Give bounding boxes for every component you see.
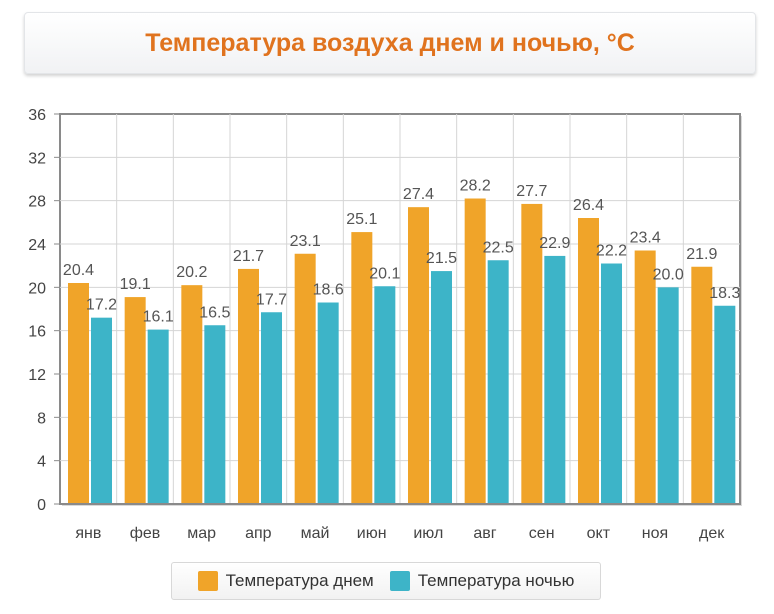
x-tick-label: авг [473, 525, 496, 542]
value-label-day: 25.1 [346, 211, 377, 228]
value-label-night: 20.1 [369, 265, 400, 282]
bar-day[interactable] [578, 218, 599, 504]
x-tick-label: июн [357, 525, 387, 542]
y-tick-label: 0 [37, 497, 46, 514]
value-label-day: 27.4 [403, 186, 434, 203]
value-label-night: 21.5 [426, 250, 457, 267]
chart-title: Температура воздуха днем и ночью, °C [145, 28, 635, 57]
value-label-night: 16.5 [199, 304, 230, 321]
bar-night[interactable] [657, 287, 679, 504]
y-tick-label: 12 [28, 367, 46, 384]
value-label-day: 27.7 [516, 183, 547, 200]
y-tick-label: 8 [37, 410, 46, 427]
bar-night[interactable] [147, 329, 169, 504]
bar-day[interactable] [521, 203, 543, 504]
value-label-day: 21.7 [233, 248, 264, 265]
bar-day[interactable] [294, 253, 316, 504]
bar-night[interactable] [431, 271, 452, 504]
legend-swatch-night [389, 571, 410, 591]
x-tick-label: фев [130, 525, 161, 542]
x-tick-label: мар [187, 525, 216, 542]
value-label-night: 18.3 [709, 285, 740, 302]
x-tick-label: сен [529, 525, 555, 542]
bar-night[interactable] [601, 263, 622, 505]
legend: Температура днем Температура ночью [171, 562, 601, 600]
y-tick-label: 24 [28, 237, 46, 254]
value-label-day: 23.1 [290, 233, 321, 250]
value-label-night: 22.5 [483, 239, 514, 256]
chart-title-box: Температура воздуха днем и ночью, °C [24, 12, 756, 74]
bar-day[interactable] [181, 285, 203, 504]
y-tick-label: 28 [28, 194, 46, 211]
legend-swatch-day [197, 571, 218, 591]
bar-day[interactable] [238, 268, 259, 504]
value-label-night: 22.9 [539, 235, 570, 252]
x-tick-label: апр [245, 525, 272, 542]
value-label-night: 22.2 [596, 243, 627, 260]
bar-day[interactable] [351, 232, 373, 505]
y-tick-label: 4 [37, 454, 46, 471]
x-tick-label: окт [587, 525, 611, 542]
value-label-day: 19.1 [120, 276, 151, 293]
value-label-night: 18.6 [313, 282, 344, 299]
value-label-day: 21.9 [686, 246, 717, 263]
value-label-night: 20.0 [653, 266, 684, 283]
bar-night[interactable] [544, 255, 566, 504]
value-label-day: 20.4 [63, 262, 94, 279]
value-label-day: 23.4 [630, 230, 661, 247]
x-tick-label: ноя [642, 525, 668, 542]
bar-day[interactable] [464, 198, 486, 505]
bar-night[interactable] [374, 286, 396, 504]
value-label-night: 17.7 [256, 291, 287, 308]
value-label-night: 16.1 [143, 309, 174, 326]
bar-day[interactable] [691, 266, 713, 504]
x-tick-label: дек [699, 525, 725, 542]
y-tick-label: 36 [28, 107, 46, 124]
y-tick-label: 16 [28, 324, 46, 341]
legend-label-night: Температура ночью [417, 571, 575, 590]
x-tick-label: янв [75, 525, 101, 542]
value-label-night: 17.2 [86, 297, 117, 314]
bar-day[interactable] [634, 250, 656, 505]
bar-day[interactable] [408, 207, 429, 504]
x-tick-label: июл [413, 525, 443, 542]
bar-night[interactable] [714, 305, 736, 504]
bar-night[interactable] [317, 302, 339, 505]
bar-night[interactable] [91, 317, 112, 504]
bar-night[interactable] [204, 325, 226, 504]
bar-day[interactable] [68, 283, 89, 504]
bar-night[interactable] [261, 312, 282, 504]
value-label-day: 26.4 [573, 197, 604, 214]
legend-item-night[interactable]: Температура ночью [389, 571, 575, 591]
y-tick-label: 32 [28, 150, 46, 167]
value-label-day: 28.2 [460, 178, 491, 195]
x-tick-label: май [301, 525, 330, 542]
bar-night[interactable] [487, 260, 509, 504]
bar-day[interactable] [124, 297, 146, 504]
value-label-day: 20.2 [176, 264, 207, 281]
legend-label-day: Температура днем [225, 571, 374, 590]
legend-item-day[interactable]: Температура днем [197, 571, 374, 591]
y-tick-label: 20 [28, 280, 46, 297]
